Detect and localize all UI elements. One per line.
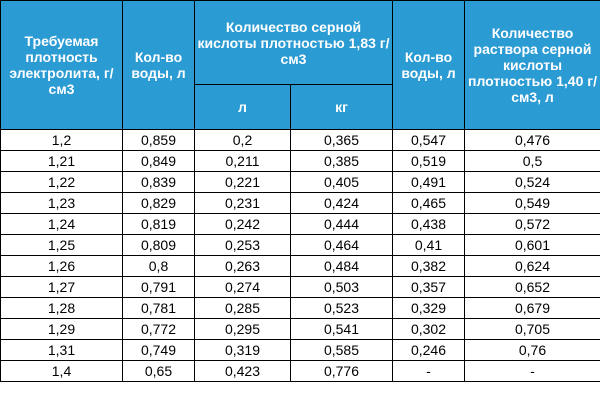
- cell-water-2: -: [392, 360, 465, 382]
- cell-water-2: 0,246: [392, 339, 465, 361]
- header-acid-liters: л: [194, 84, 291, 130]
- cell-acid-kg: 0,541: [290, 318, 393, 340]
- cell-acid-kg: 0,503: [290, 276, 393, 298]
- cell-solution: 0,76: [464, 339, 600, 361]
- header-acid-kg: кг: [290, 84, 393, 130]
- table-row: 1,24 0,819 0,242 0,444 0,438 0,572: [0, 213, 600, 235]
- table-row: 1,22 0,839 0,221 0,405 0,491 0,524: [0, 171, 600, 193]
- cell-density: 1,23: [0, 192, 123, 214]
- cell-acid-liters: 0,274: [194, 276, 291, 298]
- cell-water-2: 0,357: [392, 276, 465, 298]
- table-row: 1,26 0,8 0,263 0,484 0,382 0,624: [0, 255, 600, 277]
- cell-acid-liters: 0,295: [194, 318, 291, 340]
- cell-solution: 0,476: [464, 129, 600, 151]
- electrolyte-table: Требуемая плотность электролита, г/см3 К…: [0, 0, 600, 382]
- cell-acid-kg: 0,484: [290, 255, 393, 277]
- cell-acid-kg: 0,523: [290, 297, 393, 319]
- cell-density: 1,28: [0, 297, 123, 319]
- header-row: Требуемая плотность электролита, г/см3 К…: [0, 0, 600, 130]
- table-row: 1,21 0,849 0,211 0,385 0,519 0,5: [0, 150, 600, 172]
- header-solution: Количество раствора серной кислоты плотн…: [464, 0, 600, 130]
- table-row: 1,27 0,791 0,274 0,503 0,357 0,652: [0, 276, 600, 298]
- cell-acid-liters: 0,221: [194, 171, 291, 193]
- cell-density: 1,24: [0, 213, 123, 235]
- cell-water-1: 0,781: [122, 297, 195, 319]
- cell-solution: 0,679: [464, 297, 600, 319]
- cell-acid-kg: 0,424: [290, 192, 393, 214]
- cell-water-1: 0,772: [122, 318, 195, 340]
- cell-acid-liters: 0,231: [194, 192, 291, 214]
- cell-water-2: 0,438: [392, 213, 465, 235]
- cell-water-2: 0,302: [392, 318, 465, 340]
- cell-solution: 0,705: [464, 318, 600, 340]
- header-water-2: Кол-во воды, л: [392, 0, 465, 130]
- cell-acid-kg: 0,405: [290, 171, 393, 193]
- cell-water-1: 0,791: [122, 276, 195, 298]
- header-subrow: л кг: [1, 84, 600, 130]
- cell-acid-liters: 0,2: [194, 129, 291, 151]
- cell-solution: -: [464, 360, 600, 382]
- cell-acid-kg: 0,444: [290, 213, 393, 235]
- cell-density: 1,21: [0, 150, 123, 172]
- cell-acid-kg: 0,776: [290, 360, 393, 382]
- header-density: Требуемая плотность электролита, г/см3: [0, 0, 123, 130]
- table-row: 1,4 0,65 0,423 0,776- -: [0, 360, 600, 382]
- cell-water-1: 0,819: [122, 213, 195, 235]
- table-row: 1,29 0,772 0,295 0,541 0,302 0,705: [0, 318, 600, 340]
- cell-water-1: 0,829: [122, 192, 195, 214]
- cell-solution: 0,624: [464, 255, 600, 277]
- cell-density: 1,4: [0, 360, 123, 382]
- cell-solution: 0,652: [464, 276, 600, 298]
- cell-water-1: 0,839: [122, 171, 195, 193]
- cell-density: 1,2: [0, 129, 123, 151]
- cell-solution: 0,549: [464, 192, 600, 214]
- cell-water-2: 0,41: [392, 234, 465, 256]
- cell-acid-liters: 0,242: [194, 213, 291, 235]
- cell-density: 1,27: [0, 276, 123, 298]
- cell-acid-liters: 0,211: [194, 150, 291, 172]
- cell-acid-liters: 0,319: [194, 339, 291, 361]
- cell-density: 1,25: [0, 234, 123, 256]
- cell-water-2: 0,329: [392, 297, 465, 319]
- cell-acid-liters: 0,423: [194, 360, 291, 382]
- table-row: 1,2 0,859 0,2 0,365 0,547 0,476: [0, 129, 600, 151]
- table-row: 1,25 0,809 0,253 0,464 0,41 0,601: [0, 234, 600, 256]
- cell-water-1: 0,849: [122, 150, 195, 172]
- header-water-1: Кол-во воды, л: [122, 0, 195, 130]
- cell-solution: 0,5: [464, 150, 600, 172]
- table-row: 1,28 0,781 0,285 0,523 0,329 0,679: [0, 297, 600, 319]
- cell-water-1: 0,809: [122, 234, 195, 256]
- cell-water-1: 0,859: [122, 129, 195, 151]
- cell-acid-liters: 0,285: [194, 297, 291, 319]
- cell-acid-liters: 0,263: [194, 255, 291, 277]
- cell-water-2: 0,465: [392, 192, 465, 214]
- cell-density: 1,31: [0, 339, 123, 361]
- cell-water-1: 0,749: [122, 339, 195, 361]
- cell-water-1: 0,8: [122, 255, 195, 277]
- cell-water-2: 0,547: [392, 129, 465, 151]
- cell-acid-kg: 0,385: [290, 150, 393, 172]
- cell-solution: 0,572: [464, 213, 600, 235]
- table-row: 1,31 0,749 0,319 0,585 0,246 0,76: [0, 339, 600, 361]
- cell-density: 1,26: [0, 255, 123, 277]
- table-row: 1,23 0,829 0,231 0,424 0,465 0,549: [0, 192, 600, 214]
- cell-water-2: 0,491: [392, 171, 465, 193]
- cell-acid-kg: 0,464: [290, 234, 393, 256]
- table-body: 1,2 0,859 0,2 0,365 0,547 0,476 1,21 0,849 0,211…: [0, 129, 600, 382]
- cell-density: 1,22: [0, 171, 123, 193]
- cell-water-2: 0,382: [392, 255, 465, 277]
- cell-acid-kg: 0,585: [290, 339, 393, 361]
- cell-density: 1,29: [0, 318, 123, 340]
- cell-solution: 0,524: [464, 171, 600, 193]
- cell-water-1: 0,65: [122, 360, 195, 382]
- cell-acid-liters: 0,253: [194, 234, 291, 256]
- cell-acid-kg: 0,365: [290, 129, 393, 151]
- cell-water-2: 0,519: [392, 150, 465, 172]
- header-acid-group: Количество серной кислоты плотностью 1,8…: [194, 0, 393, 85]
- cell-solution: 0,601: [464, 234, 600, 256]
